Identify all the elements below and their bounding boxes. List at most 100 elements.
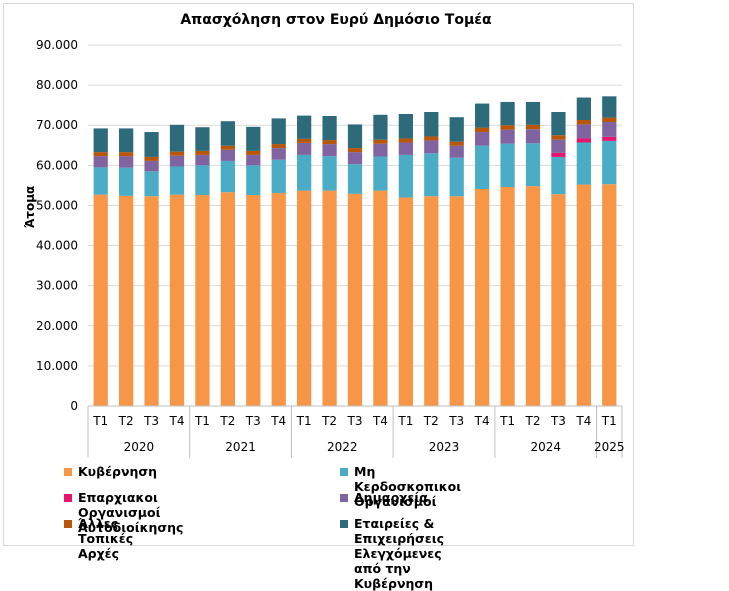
bar-segment-0: [398, 197, 413, 406]
legend-item-nonprofit: Μη Κερδοσκοπικοι Οργανισμοί: [340, 464, 461, 509]
y-tick-label: 70.000: [36, 118, 78, 132]
bar-segment-4: [144, 156, 159, 161]
bar-segment-0: [602, 184, 617, 406]
bar-segment-4: [424, 136, 439, 141]
bar-segment-0: [576, 184, 591, 406]
x-tick-label: Τ2: [423, 414, 439, 428]
bar-segment-0: [424, 196, 439, 406]
x-tick-label: Τ3: [143, 414, 159, 428]
legend-label: Εταιρείες & Επιχειρήσεις Ελεγχόμενες από…: [354, 516, 445, 591]
bar-segment-3: [144, 160, 159, 172]
bar-segment-0: [195, 195, 210, 406]
bar-segment-4: [602, 117, 617, 123]
bar-segment-5: [169, 124, 185, 152]
year-label: 2021: [225, 440, 256, 454]
bar-segment-3: [551, 139, 566, 153]
bar-segment-0: [551, 194, 566, 406]
bar-segment-3: [576, 124, 591, 139]
bar-segment-1: [449, 157, 464, 197]
bar-segment-1: [246, 165, 261, 196]
bar-segment-5: [475, 103, 490, 128]
x-tick-label: Τ2: [525, 414, 541, 428]
bar-segment-0: [169, 194, 185, 406]
bar-segment-5: [297, 115, 312, 139]
bar-segment-0: [297, 190, 312, 406]
bar-segment-5: [93, 128, 108, 153]
bar-segment-3: [347, 152, 363, 165]
bar-segment-3: [449, 145, 464, 158]
bar-segment-1: [119, 167, 134, 196]
bar-segment-3: [220, 149, 235, 161]
bar-segment-3: [373, 143, 388, 157]
bar-segment-3: [93, 156, 108, 168]
bar-segment-3: [271, 148, 286, 160]
bar-segment-5: [398, 113, 413, 139]
bar-segment-3: [500, 129, 515, 144]
x-tick-label: Τ2: [118, 414, 134, 428]
bar-segment-1: [220, 160, 235, 193]
legend-swatch: [340, 520, 348, 528]
bar-segment-1: [500, 143, 515, 187]
year-label: 2025: [594, 440, 625, 454]
x-tick-label: Τ1: [194, 414, 210, 428]
stacked-bar-chart: Απασχόληση στον Ευρύ Δημόσιο Τομέα Άτομα…: [23, 12, 625, 458]
x-tick-label: Τ3: [550, 414, 566, 428]
chart-title: Απασχόληση στον Ευρύ Δημόσιο Τομέα: [180, 12, 492, 28]
bar-segment-5: [220, 121, 235, 146]
legend-swatch: [64, 494, 72, 502]
y-tick-label: 0: [70, 399, 78, 413]
bar-segment-0: [373, 190, 388, 406]
y-axis-label: Άτομα: [23, 186, 37, 229]
x-tick-label: Τ1: [92, 414, 108, 428]
bar-segment-4: [119, 152, 134, 157]
y-axis-ticks: 0 10.000 20.000 30.000 40.000 50.000 60.000 70.…: [36, 38, 78, 413]
legend-item-government: Κυβέρνηση: [64, 464, 157, 479]
bar-segment-0: [144, 196, 159, 406]
bar-segment-4: [246, 150, 261, 155]
x-tick-label: Τ4: [575, 414, 591, 428]
bar-segment-4: [551, 135, 566, 140]
bars: [93, 96, 617, 406]
chart-frame: Απασχόληση στον Ευρύ Δημόσιο Τομέα Άτομα…: [3, 3, 634, 591]
bar-segment-2: [602, 136, 617, 141]
y-tick-label: 90.000: [36, 38, 78, 52]
x-tick-label: Τ1: [296, 414, 312, 428]
bar-segment-1: [297, 154, 312, 191]
bar-segment-5: [602, 96, 617, 118]
bar-segment-4: [398, 138, 413, 143]
bar-segment-5: [144, 132, 159, 157]
x-tick-label: Τ4: [474, 414, 490, 428]
bar-segment-4: [475, 127, 490, 133]
bar-segment-1: [322, 156, 337, 191]
y-tick-label: 30.000: [36, 279, 78, 293]
bar-segment-3: [195, 154, 210, 166]
bar-segment-4: [195, 150, 210, 155]
bar-segment-0: [322, 190, 337, 406]
bar-segment-3: [475, 132, 490, 146]
bar-segment-0: [271, 193, 286, 406]
bar-segment-5: [322, 115, 337, 141]
bar-segment-4: [297, 138, 312, 143]
bar-segment-1: [424, 153, 439, 197]
bar-segment-4: [500, 125, 515, 130]
bar-segment-1: [551, 156, 566, 195]
bar-segment-3: [297, 142, 312, 155]
bar-segment-4: [347, 148, 363, 153]
bar-segment-4: [449, 141, 464, 146]
bar-segment-0: [475, 188, 490, 406]
bar-segment-5: [347, 124, 363, 149]
bar-segment-0: [220, 192, 235, 406]
legend-label: Δημαρχεία: [354, 490, 428, 505]
bar-segment-5: [195, 127, 210, 151]
bar-segment-1: [602, 140, 617, 185]
y-tick-label: 10.000: [36, 359, 78, 373]
y-tick-label: 20.000: [36, 319, 78, 333]
x-tick-label: Τ1: [397, 414, 413, 428]
bar-segment-0: [93, 194, 108, 406]
bar-segment-1: [347, 164, 363, 194]
x-tick-label: Τ4: [270, 414, 286, 428]
bar-segment-1: [576, 142, 591, 185]
bar-segment-1: [169, 166, 185, 195]
bar-segment-1: [271, 159, 286, 194]
bar-segment-5: [246, 126, 261, 151]
